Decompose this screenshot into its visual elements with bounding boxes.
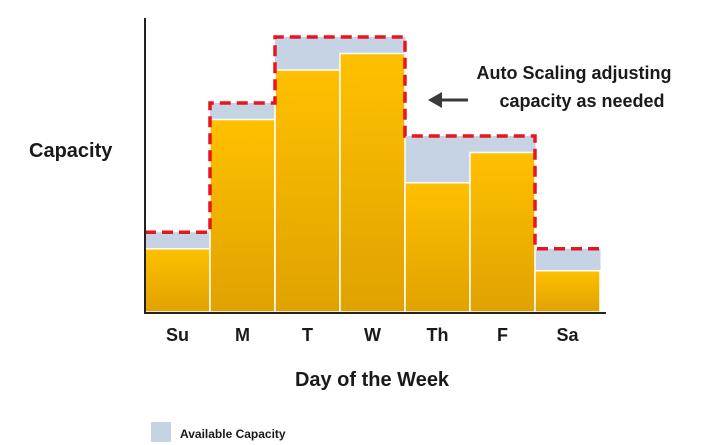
x-tick-labels: Su M T W Th F Sa [166,325,579,345]
usage-bar [469,151,536,313]
x-tick-label: T [302,325,313,345]
annotation-line-2: capacity as needed [499,91,664,111]
usage-bar [534,270,601,313]
annotation-arrow-icon [428,92,468,108]
y-axis-title: Capacity [29,140,113,162]
x-tick-label: Th [427,325,449,345]
x-axis-title: Day of the Week [295,369,450,391]
usage-bar [209,118,276,313]
x-tick-label: W [364,325,381,345]
x-tick-label: Su [166,325,189,345]
usage-bar [404,182,471,313]
legend-swatch [151,422,171,442]
x-tick-label: M [235,325,250,345]
usage-bars [144,52,601,313]
usage-bar [274,69,341,313]
annotation-line-1: Auto Scaling adjusting [476,63,671,83]
legend-label: Available Capacity [180,427,286,441]
x-tick-label: Sa [556,325,579,345]
x-tick-label: F [497,325,508,345]
usage-bar [339,52,406,313]
auto-scaling-capacity-line [145,35,600,251]
usage-bar [144,248,211,313]
